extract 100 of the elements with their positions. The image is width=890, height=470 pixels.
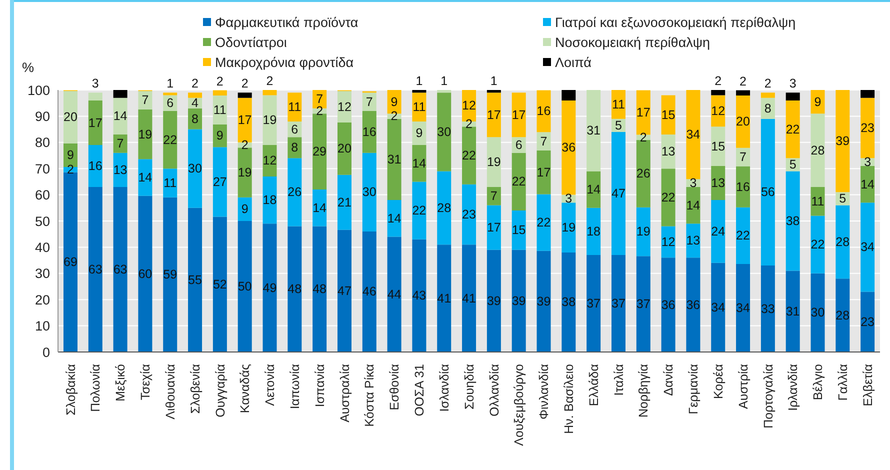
data-label: 26 [288, 185, 302, 200]
data-label: 34 [736, 300, 750, 315]
bar [512, 210, 526, 250]
bar [636, 256, 650, 352]
data-label: 48 [312, 282, 327, 296]
x-tick-label: Πολωνία [88, 364, 103, 412]
x-tick-label: Αυστραλία [338, 364, 352, 422]
bar [312, 114, 327, 190]
x-tick-label: Ιρλανδία [786, 364, 800, 411]
x-tick-label: Ελβετία [860, 364, 875, 406]
data-label: 9 [814, 94, 822, 109]
bar [163, 168, 178, 198]
data-label: 39 [536, 294, 551, 308]
data-label: 15 [512, 223, 526, 238]
bar [138, 109, 152, 160]
bar [611, 90, 626, 119]
bar [486, 90, 501, 93]
bar [337, 174, 352, 230]
data-label: 18 [586, 224, 601, 238]
data-label: 7 [366, 94, 373, 109]
x-tick-label: Κόστα Ρίκα [362, 364, 377, 427]
bar [212, 90, 227, 96]
data-label: 36 [661, 298, 676, 312]
data-label: 31 [786, 304, 800, 318]
bar [736, 148, 750, 166]
bar [661, 95, 676, 135]
data-label: 34 [686, 128, 700, 142]
bar [437, 90, 452, 93]
bar [810, 186, 825, 216]
bar [736, 264, 750, 352]
x-tick-label: Εσθονία [388, 364, 402, 410]
bar [760, 266, 775, 352]
data-label: 48 [288, 282, 302, 296]
data-label: 14 [387, 211, 402, 226]
data-label: 3 [864, 155, 872, 170]
x-tick-label: Νορβηγία [636, 364, 651, 418]
data-label: 5 [839, 192, 846, 206]
bar [836, 278, 850, 352]
y-tick-label: 20 [34, 292, 50, 308]
data-label: 16 [736, 180, 750, 194]
bar [512, 152, 526, 211]
data-label: 52 [212, 277, 227, 292]
data-label: 23 [462, 207, 476, 222]
data-label: 7 [490, 189, 498, 204]
data-label: 13 [113, 162, 128, 177]
data-label: 69 [64, 255, 78, 270]
x-tick-label: Λιθουανία [163, 364, 178, 420]
data-label: 12 [711, 104, 726, 118]
data-label: 1 [166, 76, 174, 91]
data-label: 11 [612, 97, 625, 112]
data-label: 24 [711, 224, 726, 238]
bar [88, 100, 102, 146]
data-label: 14 [586, 182, 601, 197]
bar [836, 90, 850, 192]
x-tick-label: Ισλανδία [437, 364, 452, 412]
data-label: 46 [362, 284, 376, 299]
x-tick-label: Σλοβενία [188, 364, 202, 414]
data-label: 17 [486, 108, 501, 122]
legend-label: Μακροχρόνια φροντίδα [215, 54, 354, 70]
x-tick-label: Γαλλία [836, 364, 850, 401]
data-label: 63 [88, 262, 102, 276]
bar [362, 231, 376, 352]
data-label: 13 [711, 176, 726, 190]
bar [462, 126, 476, 184]
bar [810, 114, 825, 187]
data-label: 16 [88, 158, 102, 173]
x-tick-label: Ουγγαρία [213, 364, 228, 418]
bar [586, 255, 601, 352]
bar [711, 126, 726, 166]
data-label: 22 [736, 228, 750, 243]
bar [686, 90, 700, 180]
data-label: 17 [536, 165, 551, 180]
bar [486, 250, 501, 352]
y-axis-title: % [22, 60, 34, 75]
x-tick-label: Ολλανδία [487, 364, 502, 416]
bar [686, 258, 700, 352]
data-label: 7 [116, 136, 124, 151]
data-label: 14 [860, 177, 875, 192]
data-label: 9 [216, 128, 224, 143]
bar [860, 292, 875, 352]
bar [212, 96, 227, 124]
bar [212, 216, 227, 352]
data-label: 17 [238, 113, 252, 128]
data-label: 23 [860, 120, 875, 135]
data-label: 19 [636, 224, 650, 239]
data-label: 2 [764, 76, 772, 91]
bar [437, 171, 452, 245]
data-label: 5 [789, 158, 796, 172]
data-label: 29 [312, 144, 327, 159]
data-label: 41 [437, 291, 452, 306]
bar [163, 197, 178, 352]
data-label: 7 [316, 92, 324, 106]
bar [810, 273, 825, 352]
bar [63, 91, 78, 144]
data-label: 22 [661, 190, 676, 204]
data-label: 14 [686, 198, 700, 212]
bar [736, 166, 750, 208]
bar [586, 171, 601, 208]
bar [412, 182, 426, 240]
bar [262, 176, 277, 224]
